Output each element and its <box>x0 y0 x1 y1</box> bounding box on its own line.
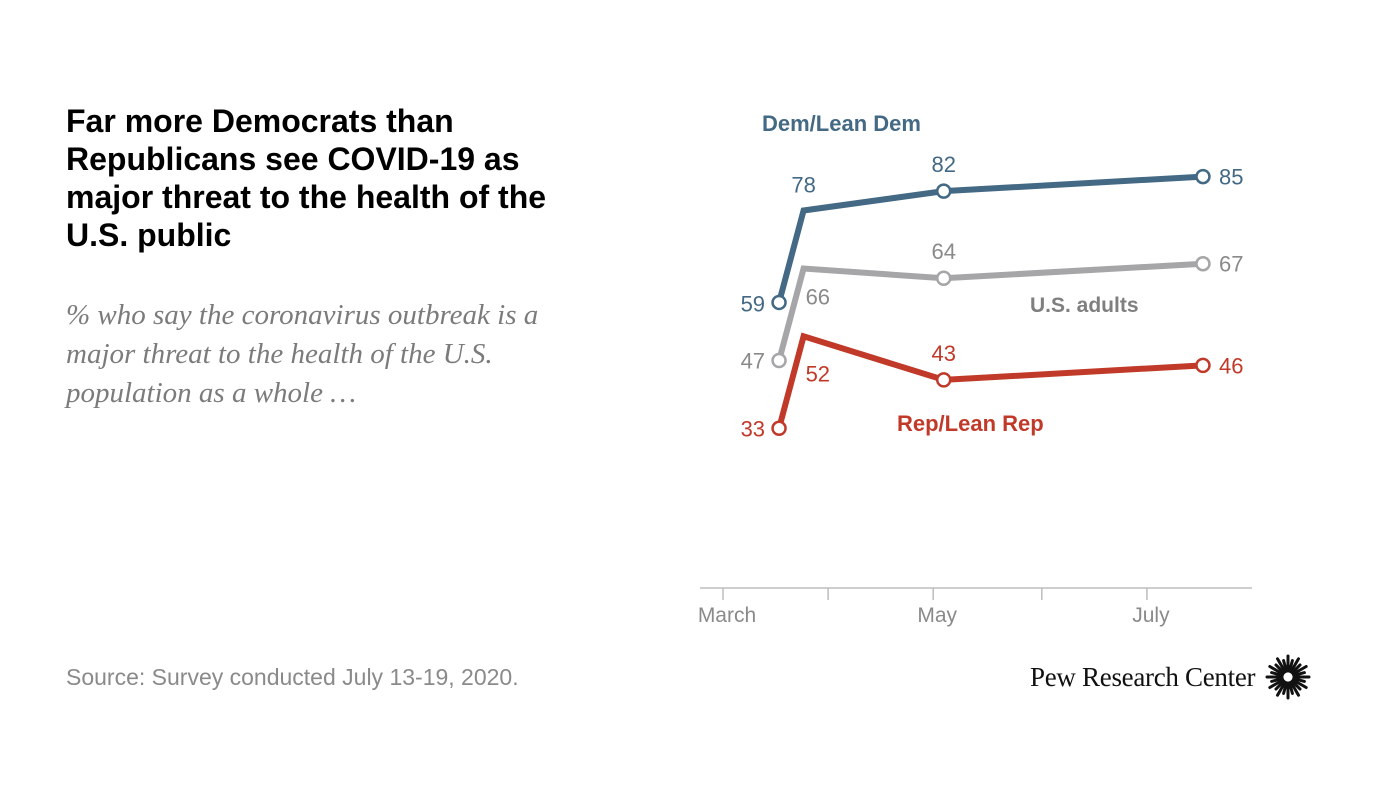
sunburst-ray <box>1276 680 1287 697</box>
x-axis-tick-label: May <box>917 604 957 627</box>
data-label-adults: 64 <box>931 239 955 264</box>
sunburst-ray <box>1291 665 1308 676</box>
series-line-dem <box>776 173 1204 304</box>
data-label-adults: 47 <box>741 349 765 374</box>
data-label-dem: 85 <box>1219 165 1243 190</box>
sunburst-ray <box>1274 663 1286 675</box>
series-label-adults: U.S. adults <box>1030 294 1139 317</box>
data-point-marker-adults <box>1195 255 1211 272</box>
sunburst-ray <box>1290 679 1302 691</box>
x-axis-tick-label: March <box>698 604 756 627</box>
sunburst-ray <box>1292 677 1307 683</box>
data-point-marker-dem <box>1195 168 1211 185</box>
chart-title: Far more Democrats than Republicans see … <box>66 103 547 253</box>
sunburst-ray <box>1291 678 1308 689</box>
sunburst-ray <box>1270 677 1284 683</box>
data-label-dem: 59 <box>741 291 765 316</box>
data-label-rep: 46 <box>1219 353 1243 378</box>
data-label-dem: 82 <box>931 152 955 177</box>
data-point-marker-rep <box>1195 357 1211 374</box>
chart-subtitle: % who say the coronavirus outbreak is a … <box>66 299 539 409</box>
series-label-dem: Dem/Lean Dem <box>762 111 921 136</box>
x-axis-tick-label: July <box>1132 604 1170 627</box>
sunburst-ray <box>1290 663 1302 675</box>
sunburst-ray <box>1268 665 1285 676</box>
series-line-rep <box>776 332 1204 430</box>
data-point-marker-rep <box>935 372 952 388</box>
sunburst-ray <box>1276 657 1287 674</box>
source-note: Source: Survey conducted July 13-19, 202… <box>66 664 519 690</box>
data-point-marker-adults <box>935 270 952 286</box>
sunburst-ray <box>1268 678 1285 689</box>
data-point-marker-adults <box>771 352 787 369</box>
sunburst-ray <box>1282 681 1289 695</box>
data-label-rep: 43 <box>931 341 955 366</box>
data-label-rep: 33 <box>741 416 765 441</box>
sunburst-ray <box>1289 680 1301 697</box>
data-point-marker-dem <box>935 183 952 199</box>
data-point-marker-rep <box>771 420 787 437</box>
data-label-adults: 66 <box>806 285 830 310</box>
sunburst-ray <box>1288 659 1295 673</box>
sunburst-ray <box>1274 679 1286 691</box>
data-label-dem: 78 <box>791 172 815 197</box>
data-label-rep: 52 <box>806 361 830 386</box>
sunburst-ray <box>1270 671 1284 677</box>
series-label-rep: Rep/Lean Rep <box>897 411 1044 436</box>
sunburst-logo-icon <box>1265 654 1311 700</box>
sunburst-ray <box>1292 671 1307 677</box>
sunburst-ray <box>1288 681 1295 695</box>
data-point-marker-dem <box>771 294 787 311</box>
logo-text: Pew Research Center <box>1030 661 1256 692</box>
sunburst-ray <box>1282 659 1289 673</box>
series-line-adults <box>776 260 1204 362</box>
sunburst-ray <box>1289 657 1301 674</box>
data-label-adults: 67 <box>1219 252 1243 277</box>
pew-logo: Pew Research Center <box>1030 654 1311 700</box>
